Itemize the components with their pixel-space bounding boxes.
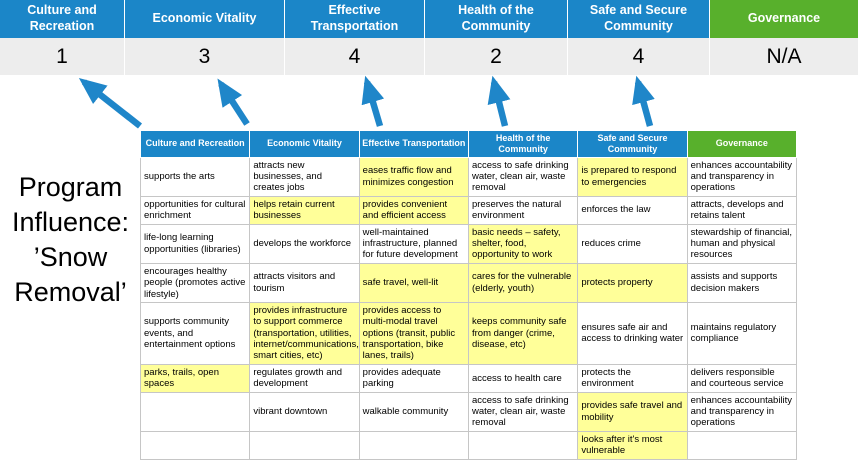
matrix-cell-r5-c3: provides access to multi-modal travel op…: [358, 301, 469, 365]
summary-header-effective-transportation: Effective Transportation: [285, 0, 425, 38]
matrix-cell-r8-c4: [467, 430, 579, 460]
score-row: 1 3 4 2 4 N/A: [0, 38, 859, 75]
matrix-cell-r5-c1: supports community events, and entertain…: [139, 301, 251, 365]
matrix-cell-r4-c4: cares for the vulnerable (elderly, youth…: [467, 262, 579, 303]
score-governance: N/A: [710, 38, 859, 75]
score-health-of-the-community: 2: [425, 38, 568, 75]
matrix-header-economic-vitality: Economic Vitality: [249, 130, 360, 158]
matrix-cell-r4-c6: assists and supports decision makers: [686, 262, 798, 303]
matrix-row-3: life-long learning opportunities (librar…: [139, 223, 798, 264]
matrix-cell-r7-c4: access to safe drinking water, clean air…: [467, 391, 579, 432]
matrix-header-health-of-the-community: Health of the Community: [467, 130, 579, 158]
matrix-cell-r2-c1: opportunities for cultural enrichment: [139, 195, 251, 225]
influence-arrow-1: [78, 77, 143, 129]
score-effective-transportation: 4: [285, 38, 425, 75]
influence-arrow-5: [632, 75, 655, 127]
matrix-cell-r8-c6: [686, 430, 798, 460]
matrix-cell-r8-c1: [139, 430, 251, 460]
matrix-header-culture-and-recreation: Culture and Recreation: [139, 130, 251, 158]
matrix-cell-r3-c6: stewardship of financial, human and phys…: [686, 223, 798, 264]
matrix-row-2: opportunities for cultural enrichment hel…: [139, 195, 798, 225]
matrix-cell-r2-c5: enforces the law: [577, 195, 688, 225]
matrix-row-8: looks after it's most vulnerable: [139, 430, 798, 460]
matrix-cell-r3-c3: well-maintained infrastructure, planned …: [358, 223, 469, 264]
matrix-cell-r5-c5: ensures safe air and access to drinking …: [577, 301, 688, 365]
summary-header-health-of-the-community: Health of the Community: [425, 0, 568, 38]
matrix-cell-r6-c4: access to health care: [467, 363, 579, 393]
matrix-cell-r3-c1: life-long learning opportunities (librar…: [139, 223, 251, 264]
score-safe-and-secure-community: 4: [568, 38, 710, 75]
matrix-header-safe-and-secure-community: Safe and Secure Community: [577, 130, 688, 158]
matrix-cell-r3-c4: basic needs – safety, shelter, food, opp…: [467, 223, 579, 264]
matrix-cell-r6-c5: protects the environment: [577, 363, 688, 393]
matrix-cell-r1-c5: is prepared to respond to emergencies: [577, 156, 688, 197]
matrix-cell-r4-c1: encourages healthy people (promotes acti…: [139, 262, 251, 303]
influence-matrix: Culture and Recreation Economic Vitality E…: [139, 130, 798, 460]
influence-arrow-4: [487, 75, 511, 127]
matrix-cell-r4-c2: attracts visitors and tourism: [249, 262, 360, 303]
influence-arrows: [78, 75, 655, 129]
matrix-header-governance: Governance: [686, 130, 798, 158]
matrix-cell-r1-c2: attracts new businesses, and creates job…: [249, 156, 360, 197]
summary-header-governance: Governance: [710, 0, 859, 38]
matrix-cell-r5-c6: maintains regulatory compliance: [686, 301, 798, 365]
matrix-header-effective-transportation: Effective Transportation: [358, 130, 469, 158]
matrix-cell-r7-c2: vibrant downtown: [249, 391, 360, 432]
matrix-cell-r6-c3: provides adequate parking: [358, 363, 469, 393]
matrix-body: supports the arts attracts new businesses…: [139, 156, 798, 460]
matrix-row-7: vibrant downtown walkable community access…: [139, 391, 798, 432]
matrix-cell-r8-c3: [358, 430, 469, 460]
matrix-cell-r3-c5: reduces crime: [577, 223, 688, 264]
matrix-cell-r1-c1: supports the arts: [139, 156, 251, 197]
matrix-cell-r4-c5: protects property: [577, 262, 688, 303]
matrix-row-4: encourages healthy people (promotes acti…: [139, 262, 798, 303]
matrix-cell-r1-c3: eases traffic flow and minimizes congest…: [358, 156, 469, 197]
matrix-row-6: parks, trails, open spaces regulates grow…: [139, 363, 798, 393]
matrix-cell-r6-c2: regulates growth and development: [249, 363, 360, 393]
influence-arrow-3: [361, 75, 385, 127]
matrix-cell-r2-c3: provides convenient and efficient access: [358, 195, 469, 225]
influence-arrow-2: [217, 78, 250, 126]
matrix-cell-r1-c4: access to safe drinking water, clean air…: [467, 156, 579, 197]
matrix-head: Culture and Recreation Economic Vitality E…: [139, 130, 798, 158]
matrix-cell-r6-c1: parks, trails, open spaces: [139, 363, 251, 393]
matrix-cell-r2-c4: preserves the natural environment: [467, 195, 579, 225]
matrix-cell-r6-c6: delivers responsible and courteous servi…: [686, 363, 798, 393]
summary-header-economic-vitality: Economic Vitality: [125, 0, 285, 38]
matrix-cell-r8-c2: [249, 430, 360, 460]
matrix-cell-r7-c1: [139, 391, 251, 432]
matrix-cell-r7-c3: walkable community: [358, 391, 469, 432]
matrix-cell-r2-c2: helps retain current businesses: [249, 195, 360, 225]
matrix-cell-r7-c6: enhances accountability and transparency…: [686, 391, 798, 432]
score-economic-vitality: 3: [125, 38, 285, 75]
summary-header-culture-and-recreation: Culture and Recreation: [0, 0, 125, 38]
matrix-header-row: Culture and Recreation Economic Vitality E…: [139, 130, 798, 158]
matrix-cell-r4-c3: safe travel, well-lit: [358, 262, 469, 303]
summary-header-safe-and-secure-community: Safe and Secure Community: [568, 0, 710, 38]
summary-header-row: Culture and Recreation Economic Vitality E…: [0, 0, 859, 38]
program-influence-label: Program Influence: ’Snow Removal’: [11, 172, 130, 308]
matrix-cell-r3-c2: develops the workforce: [249, 223, 360, 264]
matrix-cell-r1-c6: enhances accountability and transparency…: [686, 156, 798, 197]
matrix-cell-r2-c6: attracts, develops and retains talent: [686, 195, 798, 225]
matrix-row-1: supports the arts attracts new businesses…: [139, 156, 798, 197]
matrix-row-5: supports community events, and entertain…: [139, 301, 798, 365]
matrix-cell-r8-c5: looks after it's most vulnerable: [577, 430, 688, 460]
score-culture-and-recreation: 1: [0, 38, 125, 75]
matrix-cell-r5-c2: provides infrastructure to support comme…: [249, 301, 360, 365]
matrix-cell-r7-c5: provides safe travel and mobility: [577, 391, 688, 432]
matrix-cell-r5-c4: keeps community safe from danger (crime,…: [467, 301, 579, 365]
